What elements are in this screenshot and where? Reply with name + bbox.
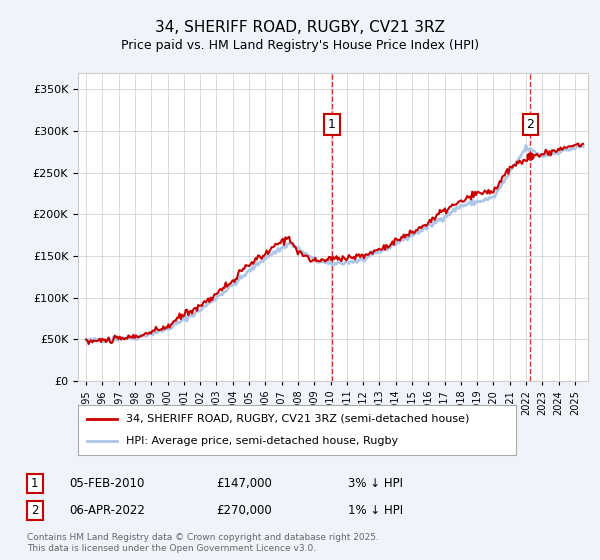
Text: 1: 1 bbox=[31, 477, 38, 490]
Text: HPI: Average price, semi-detached house, Rugby: HPI: Average price, semi-detached house,… bbox=[126, 436, 398, 446]
Text: 1% ↓ HPI: 1% ↓ HPI bbox=[348, 503, 403, 517]
Text: 2: 2 bbox=[31, 503, 38, 517]
Text: 05-FEB-2010: 05-FEB-2010 bbox=[69, 477, 145, 490]
Text: 34, SHERIFF ROAD, RUGBY, CV21 3RZ: 34, SHERIFF ROAD, RUGBY, CV21 3RZ bbox=[155, 20, 445, 35]
Text: 3% ↓ HPI: 3% ↓ HPI bbox=[348, 477, 403, 490]
Text: £270,000: £270,000 bbox=[216, 503, 272, 517]
Text: £147,000: £147,000 bbox=[216, 477, 272, 490]
Text: 06-APR-2022: 06-APR-2022 bbox=[69, 503, 145, 517]
Text: 2: 2 bbox=[527, 118, 535, 131]
Text: Price paid vs. HM Land Registry's House Price Index (HPI): Price paid vs. HM Land Registry's House … bbox=[121, 39, 479, 52]
Text: 1: 1 bbox=[328, 118, 336, 131]
Text: 34, SHERIFF ROAD, RUGBY, CV21 3RZ (semi-detached house): 34, SHERIFF ROAD, RUGBY, CV21 3RZ (semi-… bbox=[126, 414, 470, 424]
Text: Contains HM Land Registry data © Crown copyright and database right 2025.
This d: Contains HM Land Registry data © Crown c… bbox=[27, 533, 379, 553]
